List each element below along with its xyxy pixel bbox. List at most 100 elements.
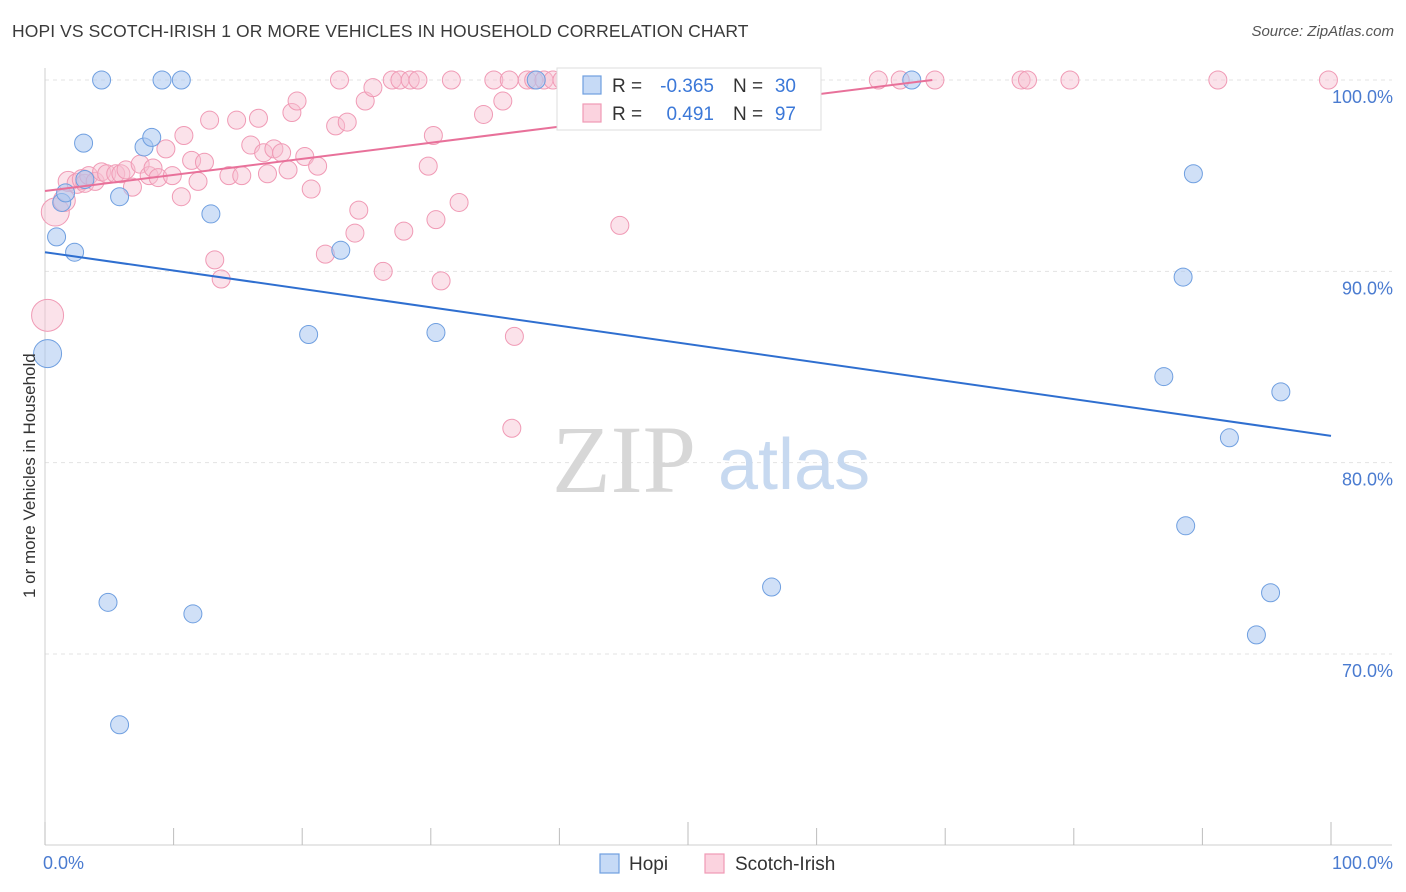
scotch-irish-point [1011, 70, 1031, 90]
y-tick-label: 100.0% [1332, 87, 1393, 107]
scotch-irish-point [400, 70, 420, 90]
legend-hopi-n-label: N = [733, 76, 763, 97]
hopi-point [74, 133, 94, 153]
legend-hopi-swatch [582, 75, 602, 95]
scotch-irish-point [156, 139, 176, 159]
scotch-irish-point [287, 91, 307, 111]
bottom-legend-scotch-label: Scotch-Irish [735, 854, 835, 875]
legend-hopi-r-value: -0.365 [660, 76, 714, 97]
scotch-irish-point [408, 70, 428, 90]
scotch-irish-point [116, 160, 136, 180]
scotch-irish-point [484, 70, 504, 90]
hopi-point [142, 127, 162, 147]
scotch-irish-point [1060, 70, 1080, 90]
scotch-irish-point [257, 164, 277, 184]
scotch-irish-point [111, 164, 131, 184]
hopi-point [65, 242, 85, 262]
y-tick-label: 80.0% [1342, 470, 1393, 490]
scotch-irish-point [431, 271, 451, 291]
scotch-irish-point [194, 152, 214, 172]
x-tick-label-max: 100.0% [1332, 853, 1393, 873]
scotch-irish-point [227, 110, 247, 130]
chart-title: HOPI VS SCOTCH-IRISH 1 OR MORE VEHICLES … [12, 21, 749, 41]
legend-scotch-swatch [582, 103, 602, 123]
scotch-irish-point [205, 250, 225, 270]
series-legend: Hopi Scotch-Irish [599, 853, 835, 875]
legend-hopi-n-value: 30 [775, 76, 796, 97]
scotch-irish-point [200, 110, 220, 130]
watermark-zip: ZIP [552, 406, 696, 513]
hopi-point [426, 323, 446, 343]
scotch-irish-point [188, 171, 208, 191]
scotch-irish-point [329, 70, 349, 90]
hopi-point [1183, 164, 1203, 184]
scotch-irish-point [272, 143, 292, 163]
y-axis-label: 1 or more Vehicles in Household [20, 353, 39, 598]
y-tick-label: 70.0% [1342, 661, 1393, 681]
bottom-legend-hopi-swatch [599, 853, 620, 874]
hopi-point [152, 70, 172, 90]
scotch-irish-point [31, 298, 65, 332]
hopi-point [1219, 428, 1239, 448]
scotch-irish-point [122, 177, 142, 197]
scotch-irish-point [363, 78, 383, 98]
y-tick-labels: 100.0% 90.0% 80.0% 70.0% [1332, 87, 1393, 681]
x-tick-label-min: 0.0% [43, 853, 84, 873]
hopi-point [110, 187, 130, 207]
scotch-irish-point [301, 179, 321, 199]
scotch-irish-point [349, 200, 369, 220]
hopi-point [1271, 382, 1291, 402]
hopi-point [75, 169, 95, 189]
hopi-point [331, 240, 351, 260]
hopi-point [183, 604, 203, 624]
hopi-point [201, 204, 221, 224]
scotch-irish-point [502, 418, 522, 438]
hopi-point [762, 577, 782, 597]
hopi-point [526, 70, 546, 90]
hopi-point [1154, 367, 1174, 387]
hopi-point [902, 70, 922, 90]
legend-scotch-n-value: 97 [775, 104, 796, 125]
hopi-point [1246, 625, 1266, 645]
hopi-point [171, 70, 191, 90]
scotch-irish-point [282, 103, 302, 123]
scotch-irish-point [868, 70, 888, 90]
legend-hopi-r-label: R = [612, 76, 642, 97]
scotch-irish-point [418, 156, 438, 176]
scotch-irish-point [278, 160, 298, 180]
bottom-legend-scotch-swatch [704, 853, 725, 874]
x-tick-labels: 0.0% 100.0% [43, 853, 1393, 873]
scotch-irish-point [308, 156, 328, 176]
scotch-irish-point [1018, 70, 1038, 90]
scotch-irish-point [449, 192, 469, 212]
legend-scotch-n-label: N = [733, 104, 763, 125]
scotch-irish-point [504, 326, 524, 346]
scotch-irish-point [394, 221, 414, 241]
hopi-point [98, 592, 118, 612]
hopi-trend-line [44, 251, 1332, 437]
scotch-irish-point [1208, 70, 1228, 90]
scotch-irish-point [610, 215, 630, 235]
hopi-point [299, 324, 319, 344]
axes [44, 68, 1392, 846]
y-tick-label: 90.0% [1342, 278, 1393, 298]
scotch-irish-point [345, 223, 365, 243]
scotch-irish-point [326, 116, 346, 136]
hopi-points [33, 70, 1291, 735]
hopi-point [1261, 583, 1281, 603]
legend-scotch-r-value: 0.491 [666, 104, 714, 125]
scotch-irish-point [493, 91, 513, 111]
watermark-atlas: atlas [718, 425, 870, 505]
scotch-irish-point [423, 125, 443, 145]
hopi-point [1173, 267, 1193, 287]
scotch-irish-point [171, 187, 191, 207]
hopi-point [110, 715, 130, 735]
hopi-point [1176, 516, 1196, 536]
correlation-legend: R = -0.365 N = 30 R = 0.491 N = 97 [556, 67, 822, 131]
scotch-irish-point [232, 166, 252, 186]
hopi-point [56, 183, 76, 203]
source-label: Source: ZipAtlas.com [1251, 23, 1394, 40]
legend-scotch-r-label: R = [612, 104, 642, 125]
scotch-irish-point [174, 125, 194, 145]
